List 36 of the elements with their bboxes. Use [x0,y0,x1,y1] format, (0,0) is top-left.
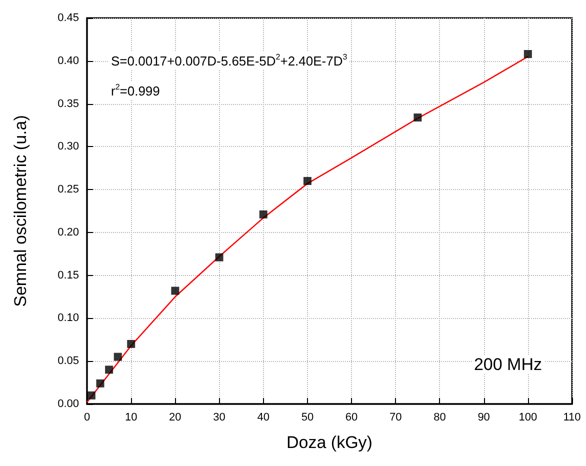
y-tick-label: 0.35 [58,98,79,110]
point [114,352,122,361]
point [303,176,312,185]
point [414,114,422,122]
x-tick-label: 50 [301,412,314,424]
y-tick-label: 0.40 [58,54,79,67]
point [171,286,180,295]
y-tick-label: 0.45 [58,12,79,24]
point [215,253,224,262]
y-tick-label: 0.20 [58,226,79,238]
point [127,340,136,348]
point [96,379,104,388]
y-tick-label: 0.15 [58,269,79,282]
y-tick-label: 0.25 [58,184,79,196]
point [105,366,114,374]
x-tick-label: 110 [563,412,581,424]
x-tick-label: 20 [169,412,182,424]
y-axis-title: Semnal oscilometric (u.a) [11,115,30,307]
x-tick-label: 0 [84,412,90,424]
x-tick-label: 90 [478,412,490,424]
x-tick-label: 10 [124,412,138,424]
y-tick-label: 0.10 [58,312,79,324]
x-tick-label: 30 [213,412,226,424]
x-tick-label: 60 [345,412,358,424]
point [259,210,268,218]
y-tick-label: 0.30 [58,140,79,153]
y-tick-label: 0.00 [58,398,79,410]
y-tick-label: 0.05 [58,355,79,368]
point [87,391,96,400]
x-tick-label: 40 [257,412,270,424]
x-tick-label: 70 [390,412,402,424]
point [524,50,532,58]
annotation: 200 MHz [474,355,542,374]
x-axis-title: Doza (kGy) [286,433,372,452]
x-tick-label: 80 [434,412,446,424]
x-tick-label: 100 [518,412,538,424]
